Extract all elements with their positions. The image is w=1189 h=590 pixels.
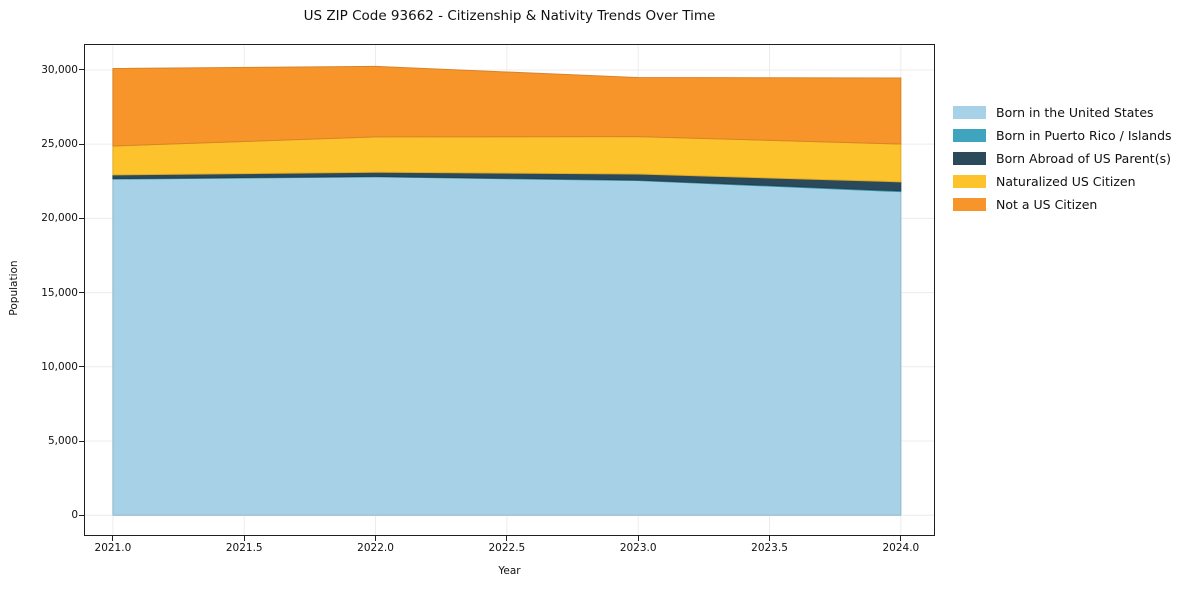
- x-tick-mark: [637, 536, 639, 541]
- plot-area: [84, 44, 935, 536]
- legend-item-naturalized-us-citizen: Naturalized US Citizen: [953, 170, 1172, 193]
- y-tick-mark: [79, 143, 84, 145]
- legend-label: Born Abroad of US Parent(s): [996, 151, 1171, 166]
- x-tick-label: 2022.5: [488, 542, 526, 554]
- legend-label: Not a US Citizen: [996, 197, 1098, 212]
- legend-swatch-icon: [953, 106, 986, 119]
- area-born-in-the-united-states: [112, 176, 902, 516]
- y-tick-mark: [79, 440, 84, 442]
- x-tick-label: 2022.0: [357, 542, 394, 554]
- y-tick-label: 30,000: [41, 63, 78, 76]
- y-axis-label: Population: [8, 260, 20, 316]
- legend-item-born-in-puerto-rico-islands: Born in Puerto Rico / Islands: [953, 124, 1172, 147]
- x-axis-label: Year: [498, 565, 521, 577]
- x-tick-mark: [112, 536, 114, 541]
- legend-swatch-icon: [953, 152, 986, 165]
- legend: Born in the United States Born in Puerto …: [953, 101, 1172, 216]
- y-tick-mark: [79, 366, 84, 368]
- legend-item-not-a-us-citizen: Not a US Citizen: [953, 193, 1172, 216]
- stacked-area-canvas: [84, 44, 935, 536]
- x-tick-label: 2021.0: [94, 542, 132, 554]
- x-tick-label: 2023.0: [619, 542, 657, 554]
- legend-swatch-icon: [953, 175, 986, 188]
- y-tick-mark: [79, 217, 84, 219]
- x-tick-mark: [769, 536, 771, 541]
- y-tick-mark: [79, 292, 84, 294]
- legend-swatch-icon: [953, 129, 986, 142]
- y-tick-label: 20,000: [41, 212, 78, 225]
- x-tick-mark: [243, 536, 245, 541]
- x-tick-mark: [375, 536, 377, 541]
- x-tick-mark: [900, 536, 902, 541]
- legend-item-born-in-the-united-states: Born in the United States: [953, 101, 1172, 124]
- legend-label: Born in the United States: [996, 105, 1154, 120]
- y-tick-label: 15,000: [41, 286, 78, 299]
- y-tick-mark: [79, 514, 84, 516]
- x-tick-mark: [506, 536, 508, 541]
- x-tick-label: 2023.5: [751, 542, 788, 554]
- legend-item-born-abroad-of-us-parent-s: Born Abroad of US Parent(s): [953, 147, 1172, 170]
- x-tick-label: 2024.0: [882, 542, 920, 554]
- y-tick-label: 5,000: [47, 435, 78, 447]
- legend-swatch-icon: [953, 198, 986, 211]
- y-tick-label: 0: [71, 509, 78, 522]
- y-tick-mark: [79, 69, 84, 71]
- y-tick-label: 25,000: [41, 138, 78, 151]
- area-not-a-us-citizen: [112, 65, 902, 147]
- y-tick-label: 10,000: [41, 360, 78, 373]
- legend-label: Born in Puerto Rico / Islands: [996, 128, 1172, 143]
- x-tick-label: 2021.5: [225, 542, 263, 554]
- chart-title: US ZIP Code 93662 - Citizenship & Nativi…: [303, 8, 716, 24]
- legend-label: Naturalized US Citizen: [996, 174, 1136, 189]
- axes-border: [84, 44, 935, 536]
